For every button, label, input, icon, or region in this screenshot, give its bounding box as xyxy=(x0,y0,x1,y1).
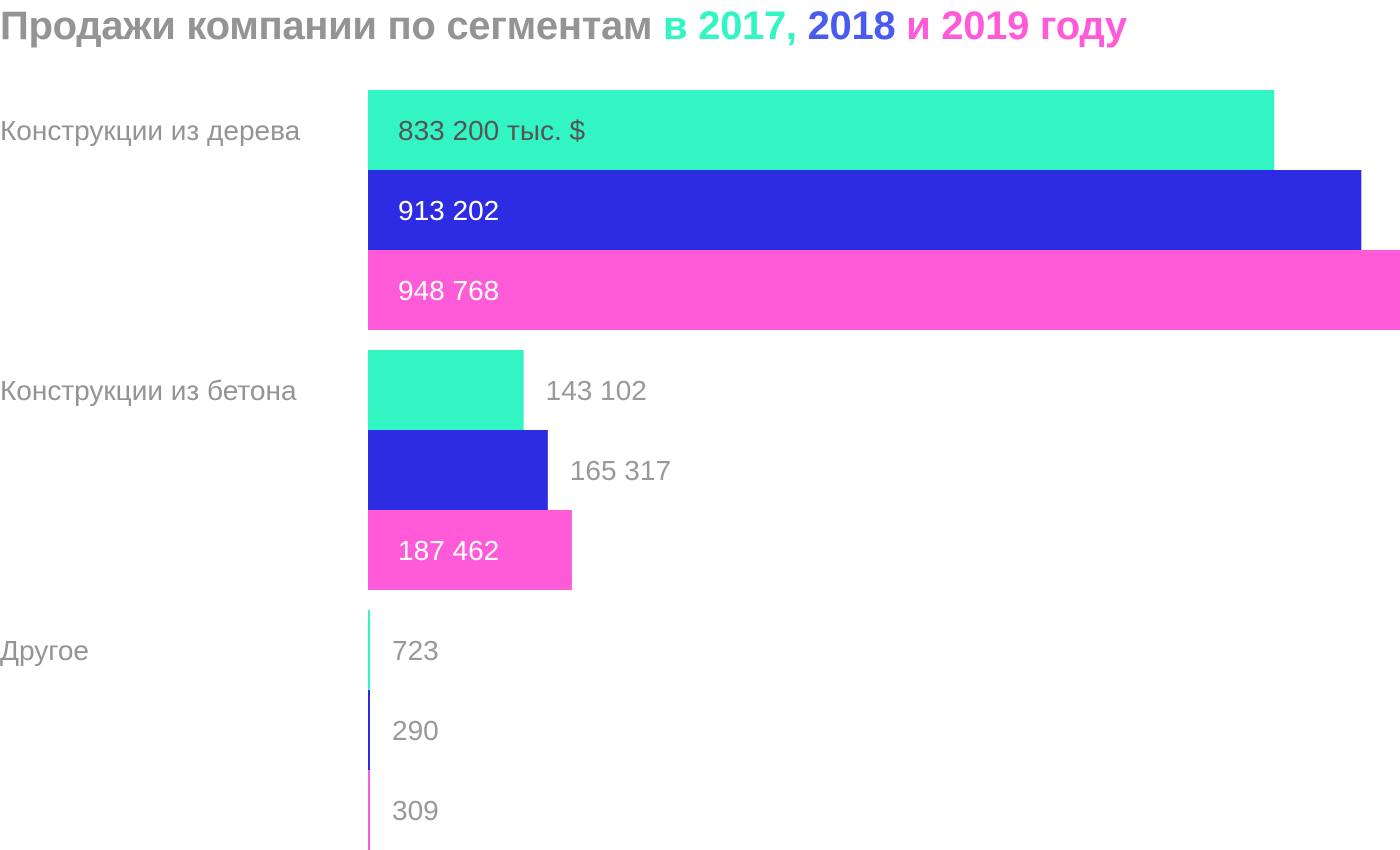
bar-2017 xyxy=(368,90,1275,170)
bar-2017 xyxy=(368,610,370,690)
bar-2019 xyxy=(368,250,1400,330)
category-label: Конструкции из дерева xyxy=(0,115,301,146)
value-label-2018: 913 202 xyxy=(398,195,499,226)
category-label: Другое xyxy=(0,635,89,666)
bar-2019 xyxy=(368,770,370,850)
bar-2018 xyxy=(368,170,1362,250)
value-label-2019: 309 xyxy=(392,795,439,826)
value-label-2017: 723 xyxy=(392,635,439,666)
value-label-2018: 165 317 xyxy=(570,455,671,486)
chart-title: Продажи компании по сегментам в 2017, 20… xyxy=(0,2,1127,50)
title-year-2019: и 2019 году xyxy=(895,4,1127,48)
title-year-2017: в 2017, xyxy=(663,4,797,48)
title-main: Продажи компании по сегментам xyxy=(0,4,664,48)
title-year-2018: 2018 xyxy=(796,4,896,48)
bar-2017 xyxy=(368,350,524,430)
bar-2018 xyxy=(368,690,370,770)
value-label-2018: 290 xyxy=(392,715,439,746)
category-label: Конструкции из бетона xyxy=(0,375,297,406)
value-label-2019: 948 768 xyxy=(398,275,499,306)
value-label-2017: 143 102 xyxy=(546,375,647,406)
value-label-2017: 833 200 тыс. $ xyxy=(398,115,586,146)
bar-2018 xyxy=(368,430,548,510)
value-label-2019: 187 462 xyxy=(398,535,499,566)
bar-2019 xyxy=(368,510,572,590)
